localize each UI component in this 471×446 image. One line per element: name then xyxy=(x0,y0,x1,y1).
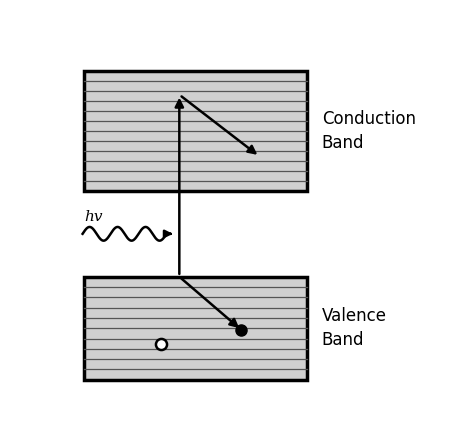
Text: Conduction
Band: Conduction Band xyxy=(322,110,416,152)
Bar xyxy=(84,71,307,191)
Bar xyxy=(84,277,307,380)
Text: Valence
Band: Valence Band xyxy=(322,307,387,349)
Text: hv: hv xyxy=(84,210,103,223)
